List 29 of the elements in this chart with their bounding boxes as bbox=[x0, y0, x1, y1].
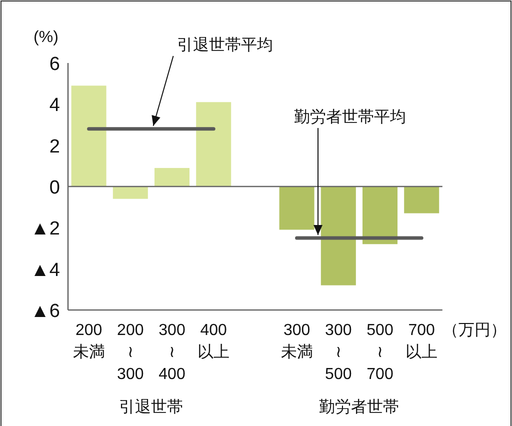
text: 引退世帯平均 bbox=[177, 36, 273, 54]
x-tick-label: 500 ≀ 700 bbox=[366, 322, 394, 383]
y-tick-label: 4 bbox=[49, 95, 60, 116]
x-tick-label: 200 未満 bbox=[72, 322, 105, 361]
x-tick-label: 200 ≀ 300 bbox=[117, 322, 144, 383]
bar bbox=[196, 102, 232, 186]
text: 勤労者世帯 bbox=[319, 398, 400, 416]
text: （万円） bbox=[442, 322, 506, 339]
bar bbox=[404, 186, 440, 214]
y-tick-label: 6 bbox=[49, 54, 60, 75]
x-tick-label: 300 未満 bbox=[280, 322, 313, 361]
y-tick-label: 0 bbox=[49, 178, 60, 198]
text: 引退世帯 bbox=[119, 398, 184, 416]
bar bbox=[320, 186, 356, 286]
y-tick-label: ▲6 bbox=[30, 301, 60, 322]
bar bbox=[112, 186, 148, 199]
y-axis-title: (%) bbox=[34, 29, 58, 46]
bar bbox=[362, 186, 398, 244]
bar bbox=[154, 168, 190, 186]
x-tick-label: 300 ≀ 500 bbox=[325, 322, 352, 383]
y-tick-label: ▲4 bbox=[30, 260, 60, 281]
bar bbox=[71, 86, 106, 186]
y-tick-label: 2 bbox=[49, 136, 60, 158]
text: 勤労者世帯平均 bbox=[294, 108, 406, 126]
bar bbox=[279, 186, 314, 230]
y-tick-label: ▲2 bbox=[30, 218, 60, 240]
x-tick-label: 300 ≀ 400 bbox=[158, 322, 186, 383]
x-tick-label: 400 以上 bbox=[198, 322, 230, 361]
x-tick-label: 700 以上 bbox=[406, 322, 438, 361]
